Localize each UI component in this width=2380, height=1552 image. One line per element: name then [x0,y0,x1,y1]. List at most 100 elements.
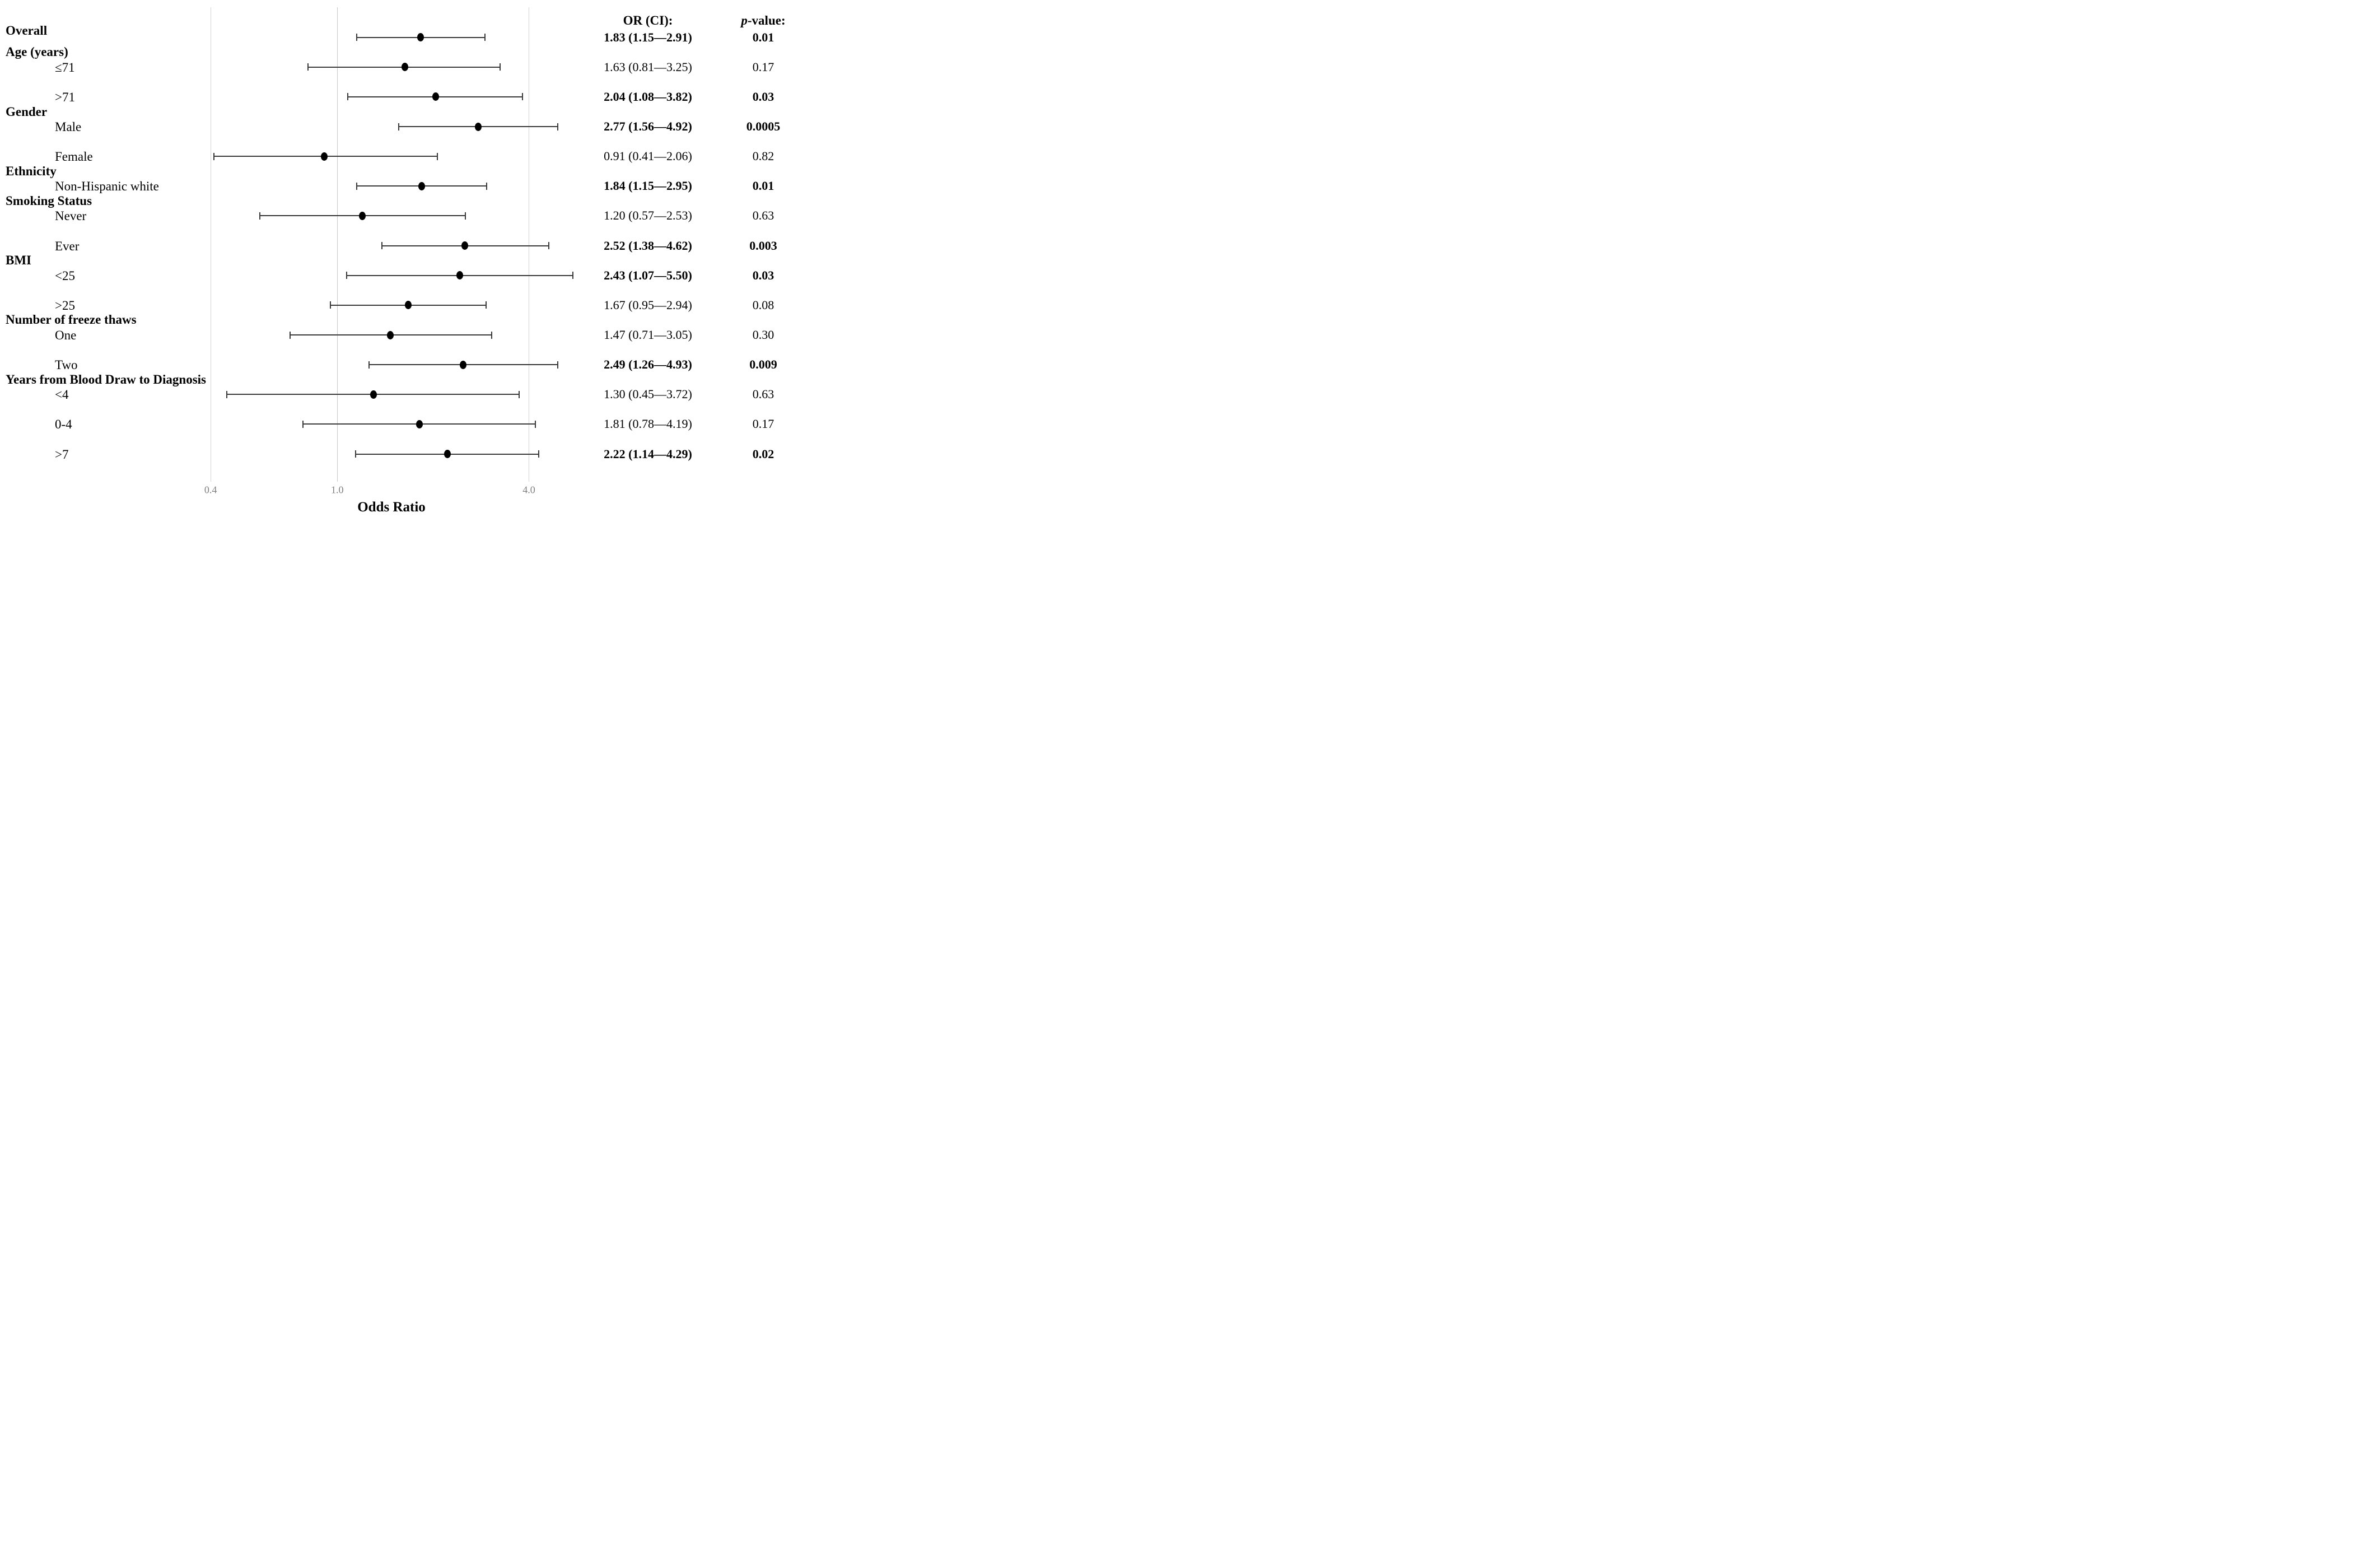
row-label: >7 [55,447,69,462]
ci-cap-left [354,450,356,458]
ci-cap-right [484,34,486,41]
ci-cap-right [518,390,520,398]
ci-cap-right [548,242,550,250]
x-axis-title: Odds Ratio [357,500,426,515]
row-label: Male [55,120,82,134]
or-ci-value: 2.49 (1.26—4.93) [604,357,692,372]
ci-cap-right [572,272,574,279]
ci-cap-right [500,63,501,71]
ci-cap-left [381,242,382,250]
or-ci-value: 0.91 (0.41—2.06) [604,149,692,164]
row-label: Two [55,358,78,372]
ci-cap-right [557,361,559,369]
ci-cap-left [289,331,291,339]
or-point [461,241,469,250]
row-label: Female [55,150,93,164]
ci-cap-left [347,93,349,101]
ci-cap-right [522,93,524,101]
row-label: Non-Hispanic white [55,179,159,194]
or-ci-value: 2.43 (1.07—5.50) [604,268,692,282]
p-value: 0.02 [752,446,774,461]
p-value: 0.0005 [746,119,781,134]
p-value: 0.17 [752,417,774,431]
p-value: 0.17 [752,59,774,74]
row-label: Never [55,209,87,223]
row-label: One [55,328,77,342]
p-value: 0.03 [752,268,774,282]
row-label: <4 [55,388,69,402]
row-label: >71 [55,90,75,104]
group-header-label: Age (years) [6,45,68,59]
or-point [401,63,408,72]
p-value: 0.63 [752,387,774,402]
row-label: ≤71 [55,60,75,74]
or-point [321,152,328,161]
or-ci-value: 1.30 (0.45—3.72) [604,387,692,402]
ci-cap-right [491,331,492,339]
x-tick-label: 0.4 [204,484,217,496]
ci-cap-left [307,63,309,71]
or-ci-value: 1.83 (1.15—2.91) [604,30,692,44]
ci-cap-left [356,34,357,41]
or-point [456,271,464,280]
p-value-header-italic-p: p [741,13,748,27]
ci-cap-right [436,152,438,160]
or-ci-value: 2.52 (1.38—4.62) [604,238,692,253]
ci-cap-right [486,301,487,309]
row-label: Overall [6,23,48,38]
p-value: 0.003 [749,238,777,253]
or-ci-value: 2.22 (1.14—4.29) [604,446,692,461]
or-point [416,420,423,428]
row-label: >25 [55,298,75,313]
p-value: 0.03 [752,89,774,104]
or-point [417,33,424,42]
x-tick-label: 4.0 [522,484,535,496]
ci-cap-right [538,450,539,458]
ci-cap-left [346,272,347,279]
ci-cap-left [259,212,260,220]
ci-cap-right [486,182,488,190]
or-point [359,211,366,220]
ci-cap-left [213,152,215,160]
or-ci-value: 1.81 (0.78—4.19) [604,417,692,431]
ci-cap-left [226,390,228,398]
group-header-label: Gender [6,104,48,119]
or-point [474,122,482,131]
or-point [418,181,425,190]
forest-plot-figure: 0.4 1.0 4.0 Age (years) Gender Ethnicity Smoki… [0,0,794,518]
or-point [432,92,440,101]
p-value: 0.63 [752,208,774,223]
or-ci-value: 1.20 (0.57—2.53) [604,208,692,223]
p-value-header-rest: -value: [747,13,786,27]
or-ci-value: 2.77 (1.56—4.92) [604,119,692,134]
gridline [337,7,338,482]
or-ci-value: 1.63 (0.81—3.25) [604,59,692,74]
group-header-label: Years from Blood Draw to Diagnosis [6,372,206,386]
p-value: 0.08 [752,297,774,312]
ci-cap-left [368,361,370,369]
p-value: 0.01 [752,179,774,193]
p-value: 0.01 [752,30,774,44]
p-value-column-header: p-value: [741,13,785,28]
or-point [404,301,412,310]
or-point [370,390,377,399]
p-value: 0.30 [752,328,774,342]
x-tick-label: 1.0 [331,484,344,496]
ci-cap-left [398,123,400,131]
ci-cap-left [329,301,331,309]
ci-cap-left [302,420,304,428]
p-value: 0.009 [749,357,777,372]
or-point [387,330,394,339]
or-ci-value: 1.47 (0.71—3.05) [604,328,692,342]
or-point [444,450,451,459]
ci-cap-right [534,420,536,428]
row-label: 0-4 [55,417,72,432]
ci-cap-right [557,123,558,131]
ci-cap-left [356,182,357,190]
p-value: 0.82 [752,149,774,164]
row-label: Ever [55,239,80,253]
or-ci-column-header: OR (CI): [623,13,673,27]
group-header-label: BMI [6,253,31,268]
group-header-label: Smoking Status [6,193,92,208]
group-header-label: Ethnicity [6,164,57,178]
